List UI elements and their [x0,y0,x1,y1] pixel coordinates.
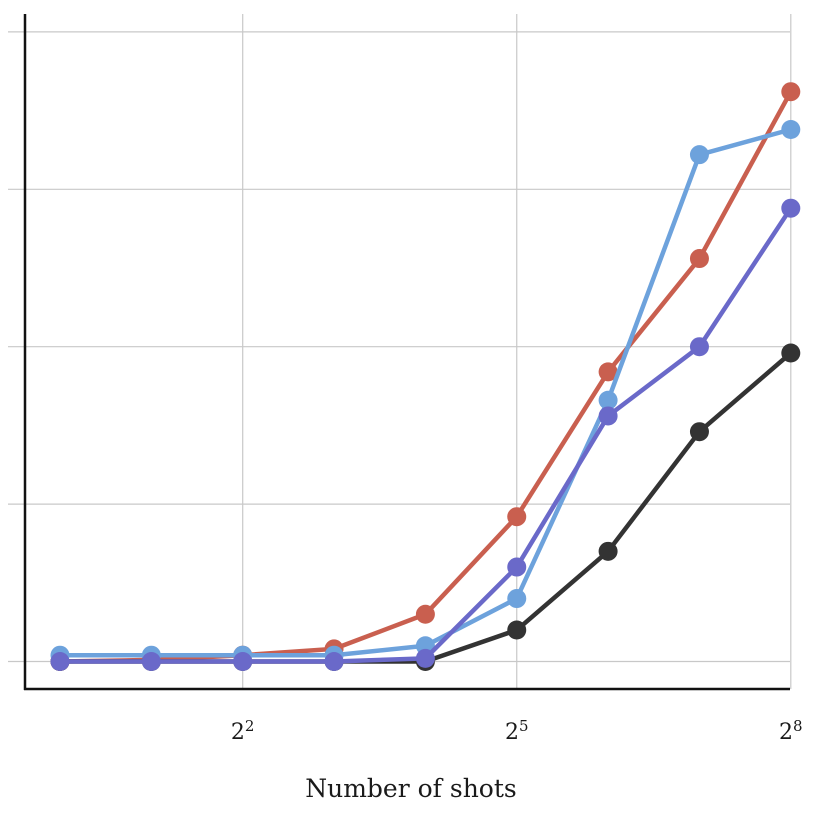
series-3-point-3 [324,652,344,671]
series-2-point-5 [507,589,527,609]
series-0-line [57,89,794,664]
series-0-point-4 [415,604,435,624]
x-axis-label: Number of shots [305,774,517,803]
series-2-point-6 [598,390,618,410]
x-tick-base: 2 [779,720,793,745]
series-0-point-8 [781,82,801,102]
series-3-point-2 [233,652,253,671]
x-tick-label-2: 28 [779,717,803,745]
x-tick-label-1: 25 [505,717,529,745]
series-0-point-6 [598,362,618,382]
x-tick-base: 2 [505,720,519,745]
x-tick-label-0: 22 [231,717,255,745]
series-3-point-6 [598,406,618,426]
series-1-point-6 [598,541,618,561]
x-tick-exponent: 8 [793,717,803,735]
series-3-point-4 [415,648,435,668]
x-tick-base: 2 [231,720,245,745]
grid [8,14,792,689]
x-tick-exponent: 5 [519,717,529,735]
series-1-point-5 [507,620,527,640]
series-2-point-8 [781,119,801,139]
series-3-line [57,205,794,664]
x-tick-exponent: 2 [245,717,255,735]
series-3-point-5 [507,557,527,577]
series-2-point-7 [689,145,709,165]
series-0-point-5 [507,507,527,527]
x-tick-labels: 22 25 28 [231,717,803,745]
series-1-point-8 [781,343,801,363]
series-3 [50,198,801,671]
series-3-point-0 [50,652,70,671]
series-0-point-7 [689,249,709,269]
series-3-point-8 [781,198,801,218]
axes [23,14,790,691]
series-layer [50,82,801,671]
series-3-point-1 [141,652,161,671]
series-2-line [57,127,794,658]
series-2 [50,119,801,665]
series-3-point-7 [689,337,709,357]
series-1-point-7 [689,422,709,442]
series-0 [50,82,801,671]
